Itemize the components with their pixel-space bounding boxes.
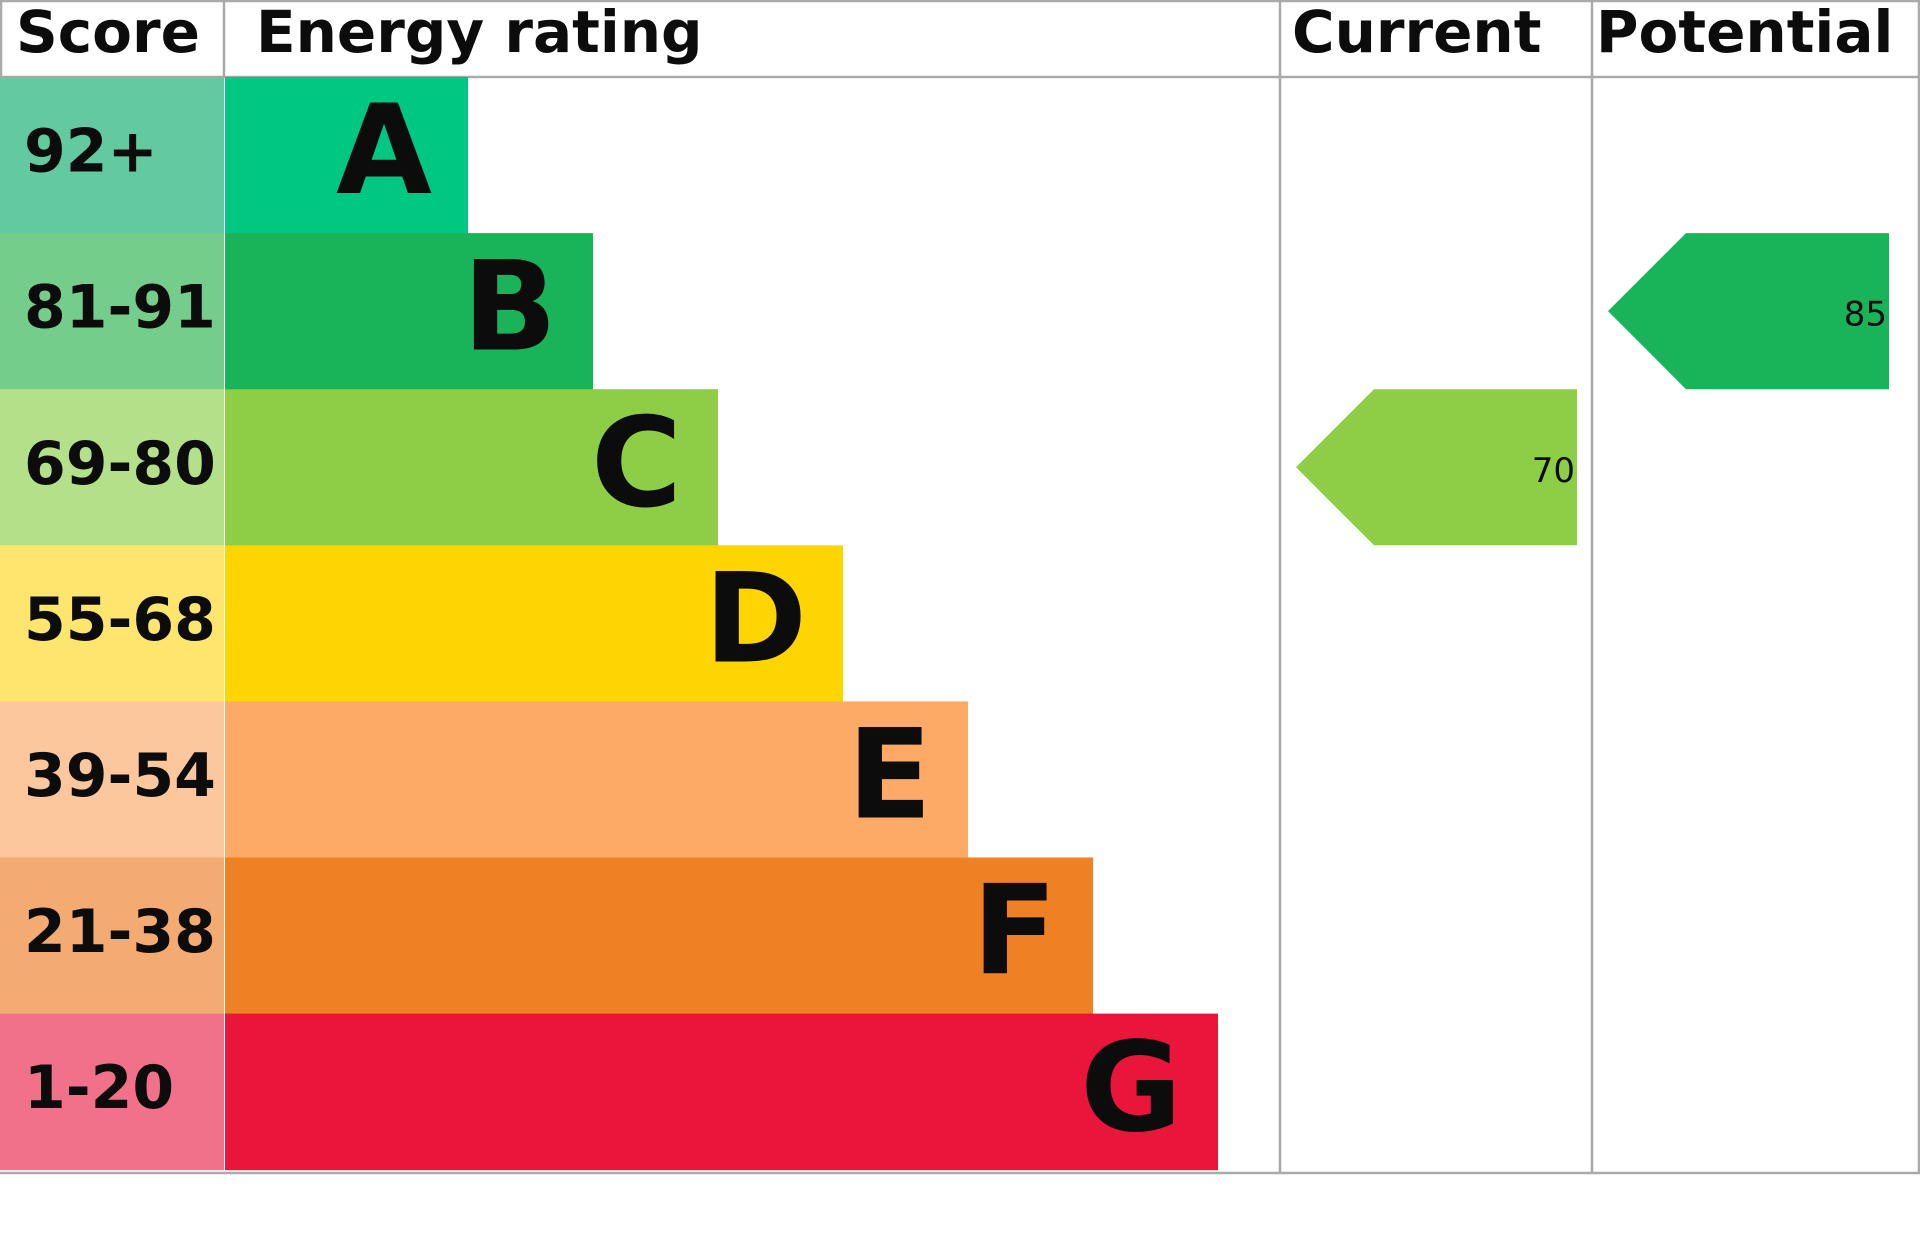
score-label: 1-20 <box>24 1053 174 1123</box>
score-label: 69-80 <box>24 429 216 499</box>
potential-value: 85 <box>1844 295 1887 335</box>
rating-bar <box>225 857 1093 1015</box>
score-cell <box>0 77 224 234</box>
header-rating: Energy rating <box>256 0 703 66</box>
rating-letter: G <box>1080 1016 1182 1160</box>
score-label: 21-38 <box>24 897 216 967</box>
rating-bar <box>225 545 843 702</box>
rating-letter: A <box>336 79 432 223</box>
score-cell <box>0 545 224 702</box>
rating-letter: C <box>591 391 682 535</box>
rating-bar <box>225 389 718 546</box>
rating-bar <box>225 701 968 858</box>
header-potential: Potential <box>1596 0 1893 66</box>
score-cell <box>0 857 224 1015</box>
rating-bar <box>225 1013 1218 1171</box>
score-label: 55-68 <box>24 585 216 655</box>
rating-letter: B <box>462 235 557 379</box>
rating-bar <box>225 77 468 234</box>
current-value: 70 <box>1532 451 1575 491</box>
score-label: 81-91 <box>24 273 216 343</box>
score-cell <box>0 1013 224 1171</box>
rating-letter: D <box>704 548 807 692</box>
score-cell <box>0 389 224 546</box>
score-cell <box>0 701 224 858</box>
header-current: Current <box>1292 0 1541 66</box>
rating-letter: F <box>972 860 1057 1004</box>
score-cell <box>0 233 224 390</box>
score-label: 92+ <box>24 117 158 187</box>
score-label: 39-54 <box>24 741 216 811</box>
rating-letter: E <box>847 704 932 848</box>
potential-arrow <box>1608 233 1889 390</box>
header-score: Score <box>16 0 200 66</box>
rating-bar <box>225 233 593 390</box>
current-arrow <box>1296 389 1577 546</box>
